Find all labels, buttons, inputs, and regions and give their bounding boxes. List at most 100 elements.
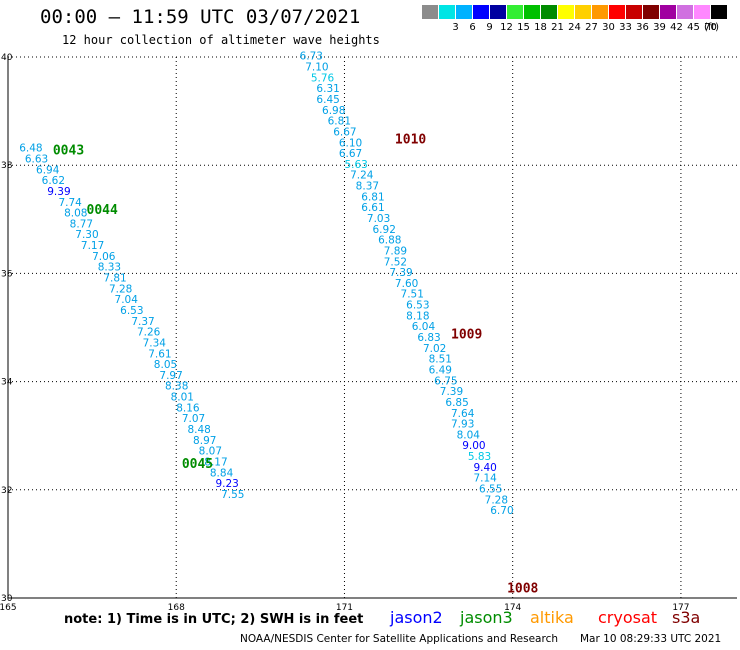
swh-value-label: 6.63 bbox=[25, 153, 48, 165]
swh-value-label: 8.18 bbox=[406, 310, 429, 322]
swh-value-label: 8.37 bbox=[356, 181, 379, 193]
swh-value-label: 8.33 bbox=[98, 262, 121, 274]
swh-value-label: 8.05 bbox=[154, 359, 177, 371]
swh-value-label: 6.53 bbox=[406, 300, 429, 312]
colorbar-swatch bbox=[609, 5, 625, 19]
swh-value-label: 5.83 bbox=[468, 451, 491, 463]
colorbar-label: 18 bbox=[534, 22, 547, 33]
swh-value-label: 8.48 bbox=[187, 424, 210, 436]
pass-time-label: 0044 bbox=[87, 203, 118, 218]
swh-value-label: 7.89 bbox=[384, 245, 407, 257]
pass-time-label: 1008 bbox=[507, 582, 538, 597]
swh-value-label: 7.24 bbox=[350, 170, 374, 182]
latitude-tick-label: 30 bbox=[1, 594, 13, 604]
swh-value-label: 6.73 bbox=[300, 51, 323, 63]
swh-value-label: 6.61 bbox=[361, 202, 384, 214]
swh-value-label: 6.10 bbox=[339, 137, 362, 149]
swh-value-label: 7.74 bbox=[58, 197, 82, 209]
swh-value-label: 7.07 bbox=[182, 413, 205, 425]
colorbar-swatch bbox=[592, 5, 608, 19]
colorbar-label: 24 bbox=[568, 22, 581, 33]
swh-value-label: 6.85 bbox=[445, 397, 468, 409]
swh-value-label: 8.04 bbox=[457, 429, 481, 441]
swh-value-label: 6.81 bbox=[361, 191, 384, 203]
page-subtitle: 12 hour collection of altimeter wave hei… bbox=[62, 33, 380, 47]
colorbar-swatch bbox=[541, 5, 557, 19]
latitude-tick-label: 40 bbox=[1, 53, 13, 63]
swh-value-label: 8.07 bbox=[199, 446, 222, 458]
swh-value-label: 8.08 bbox=[64, 208, 87, 220]
swh-value-label: 7.97 bbox=[159, 370, 182, 382]
swh-value-label: 7.37 bbox=[131, 316, 154, 328]
colorbar-swatch bbox=[677, 5, 693, 19]
swh-value-label: 6.67 bbox=[339, 148, 362, 160]
swh-value-label: 8.97 bbox=[193, 435, 216, 447]
swh-value-label: 7.39 bbox=[389, 267, 412, 279]
swh-value-label: 7.30 bbox=[75, 229, 98, 241]
swh-value-label: 7.34 bbox=[143, 337, 167, 349]
colorbar-swatch bbox=[711, 5, 727, 19]
colorbar-unit: (ft) bbox=[704, 22, 720, 33]
satellite-legend-s3a: s3a bbox=[672, 608, 701, 627]
swh-value-label: 7.28 bbox=[109, 283, 132, 295]
swh-value-label: 6.48 bbox=[19, 143, 42, 155]
longitude-tick-label: 171 bbox=[336, 603, 353, 613]
latitude-tick-label: 38 bbox=[1, 161, 13, 171]
satellite-legend-cryosat: cryosat bbox=[598, 608, 658, 627]
colorbar-swatch bbox=[524, 5, 540, 19]
latitude-tick-label: 34 bbox=[1, 378, 13, 388]
colorbar-swatch bbox=[422, 5, 438, 19]
colorbar-swatch bbox=[558, 5, 574, 19]
swh-value-label: 8.51 bbox=[429, 354, 452, 366]
swh-value-label: 7.02 bbox=[423, 343, 446, 355]
swh-value-label: 6.70 bbox=[490, 505, 513, 517]
swh-value-label: 6.92 bbox=[373, 224, 396, 236]
swh-value-label: 7.64 bbox=[451, 408, 475, 420]
swh-value-label: 6.49 bbox=[429, 364, 452, 376]
swh-value-label: 6.53 bbox=[120, 305, 143, 317]
colorbar-swatch bbox=[490, 5, 506, 19]
satellite-legend-jason2: jason2 bbox=[390, 608, 443, 627]
swh-value-label: 6.75 bbox=[434, 375, 457, 387]
colorbar-label: 45 bbox=[687, 22, 700, 33]
swh-value-label: 6.88 bbox=[378, 235, 401, 247]
colorbar-label: 30 bbox=[602, 22, 615, 33]
colorbar-swatch bbox=[626, 5, 642, 19]
swh-value-label: 6.04 bbox=[412, 321, 436, 333]
longitude-tick-label: 168 bbox=[168, 603, 185, 613]
pass-time-label: 0043 bbox=[53, 143, 84, 158]
colorbar-label: 12 bbox=[500, 22, 513, 33]
latitude-tick-label: 36 bbox=[1, 269, 13, 279]
swh-value-label: 8.77 bbox=[70, 218, 93, 230]
swh-value-label: 6.55 bbox=[479, 484, 502, 496]
swh-value-label: 7.03 bbox=[367, 213, 390, 225]
swh-value-label: 6.62 bbox=[42, 175, 65, 187]
swh-value-label: 7.17 bbox=[81, 240, 104, 252]
swh-value-label: 7.10 bbox=[305, 62, 328, 74]
pass-time-label: 0045 bbox=[182, 457, 213, 472]
swh-value-label: 9.39 bbox=[47, 186, 70, 198]
longitude-tick-label: 177 bbox=[672, 603, 689, 613]
swh-value-label: 7.60 bbox=[395, 278, 418, 290]
generated-timestamp: Mar 10 08:29:33 UTC 2021 bbox=[580, 633, 722, 645]
swh-value-label: 6.67 bbox=[333, 126, 356, 138]
swh-value-label: 7.26 bbox=[137, 327, 161, 339]
colorbar-swatch bbox=[643, 5, 659, 19]
footer-note: note: 1) Time is in UTC; 2) SWH is in fe… bbox=[64, 612, 364, 627]
pass-time-label: 1010 bbox=[395, 133, 426, 148]
swh-value-label: 8.01 bbox=[171, 392, 194, 404]
swh-value-label: 7.28 bbox=[485, 494, 508, 506]
page-title: 00:00 – 11:59 UTC 03/07/2021 bbox=[40, 6, 361, 28]
swh-value-label: 5.76 bbox=[311, 72, 335, 84]
swh-value-label: 7.39 bbox=[440, 386, 463, 398]
colorbar-label: 39 bbox=[653, 22, 666, 33]
pass-time-label: 1009 bbox=[451, 327, 482, 342]
swh-value-label: 7.52 bbox=[384, 256, 407, 268]
colorbar-label: 15 bbox=[517, 22, 530, 33]
colorbar-label: 3 bbox=[452, 22, 459, 33]
latitude-tick-label: 32 bbox=[1, 486, 12, 496]
swh-value-label: 9.23 bbox=[215, 478, 238, 490]
swh-value-label: 7.81 bbox=[103, 273, 126, 285]
swh-value-label: 9.40 bbox=[473, 462, 496, 474]
colorbar-label: 33 bbox=[619, 22, 632, 33]
